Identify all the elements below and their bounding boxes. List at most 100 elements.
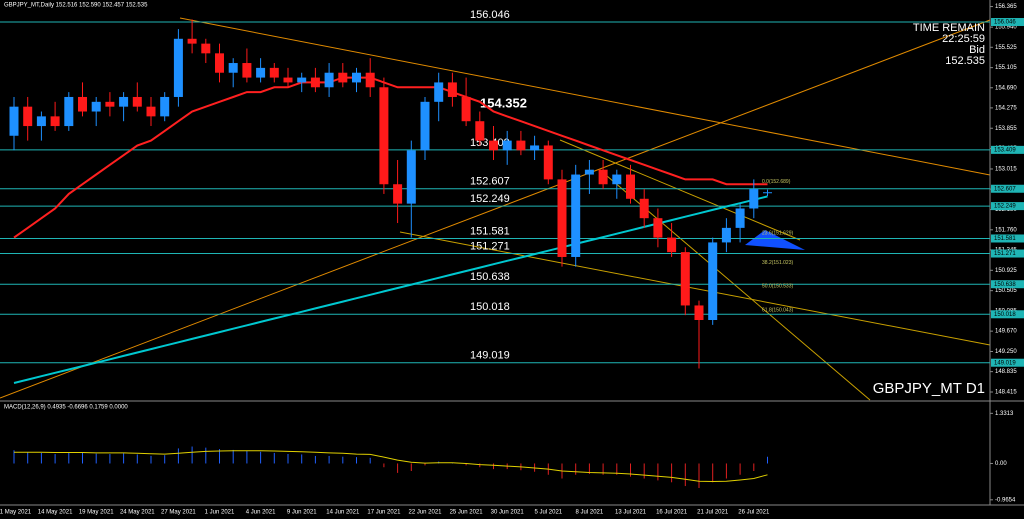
candle-body: [36, 116, 46, 127]
candle-body: [461, 96, 471, 122]
candle-body: [146, 106, 156, 117]
x-tick-label: 26 Jul 2021: [738, 510, 770, 516]
candle-body: [708, 242, 718, 320]
candle-body: [215, 53, 224, 73]
x-tick-label: 21 Jul 2021: [697, 510, 729, 516]
moving-average: [13, 76, 768, 239]
candle-body: [64, 96, 74, 127]
time-remain: 22:25:59: [942, 33, 985, 45]
level-axis-box: [991, 310, 1024, 319]
y-tick-label: 156.365: [995, 4, 1017, 10]
fib-label: 61.8(150.043): [762, 307, 793, 313]
level-label: 151.271: [470, 240, 510, 252]
y-tick-label: 151.760: [995, 227, 1017, 233]
y-tick-label: 150.505: [995, 288, 1017, 294]
x-tick-label: 13 Jul 2021: [615, 510, 647, 516]
y-tick-label: 148.415: [995, 390, 1017, 396]
trend-line: [0, 19, 991, 399]
level-axis-box: [991, 358, 1024, 367]
level-axis-label: 156.046: [994, 20, 1016, 26]
candle-body: [119, 96, 129, 107]
x-tick-label: 9 Jun 2021: [287, 510, 317, 516]
level-axis-label: 149.019: [994, 360, 1016, 366]
candle-body: [201, 43, 211, 54]
y-tick-label: 0.00: [995, 461, 1007, 467]
candle-body: [78, 96, 87, 112]
y-tick-label: 148.835: [995, 369, 1017, 375]
candle-body: [269, 67, 279, 78]
level-axis-box: [991, 249, 1024, 258]
level-axis-label: 153.409: [994, 147, 1016, 153]
candle-body: [406, 150, 416, 204]
y-tick-label: 154.690: [995, 85, 1017, 91]
candle-body: [338, 72, 348, 83]
x-tick-label: 4 Jun 2021: [246, 510, 276, 516]
candle-body: [23, 106, 33, 127]
level-axis-label: 150.018: [994, 312, 1016, 318]
symbol-label: GBPJPY_MT D1: [873, 380, 985, 397]
candle-body: [721, 227, 731, 243]
candle-body: [598, 169, 608, 185]
x-tick-label: 8 Jul 2021: [576, 510, 604, 516]
fib-label: 0.0(152.689): [762, 179, 791, 185]
x-tick-label: 25 Jun 2021: [450, 510, 484, 516]
level-label: 150.018: [470, 301, 510, 313]
candle-body: [667, 237, 677, 253]
level-axis-label: 151.271: [994, 251, 1016, 257]
candle-body: [9, 106, 19, 136]
candle-body: [228, 63, 238, 73]
y-tick-label: 154.275: [995, 105, 1017, 111]
candle-body: [584, 169, 594, 175]
candle-body: [297, 77, 307, 83]
level-axis-label: 150.638: [994, 282, 1016, 288]
level-axis-label: 151.581: [994, 236, 1016, 242]
candle-body: [543, 145, 553, 180]
x-tick-label: 11 May 2021: [0, 510, 32, 516]
y-tick-label: 150.925: [995, 268, 1017, 274]
candle-body: [379, 87, 389, 185]
level-label: 152.249: [470, 193, 510, 205]
y-tick-label: 153.855: [995, 126, 1017, 132]
level-axis-box: [991, 202, 1024, 211]
level-label: 156.046: [470, 9, 510, 21]
level-axis-box: [991, 234, 1024, 243]
level-axis-box: [991, 145, 1024, 154]
x-tick-label: 5 Jul 2021: [534, 510, 562, 516]
fib-label: 38.2(151.023): [762, 260, 793, 266]
candle-body: [447, 82, 457, 97]
x-tick-label: 22 Jun 2021: [408, 510, 442, 516]
y-tick-label: -0.9654: [995, 497, 1016, 503]
x-tick-label: 16 Jul 2021: [656, 510, 688, 516]
candle-body: [749, 189, 759, 209]
level-label: 149.019: [470, 350, 510, 362]
candle-body: [310, 77, 320, 88]
time-remain-label: TIME REMAIN: [913, 22, 985, 34]
candle-body: [680, 252, 690, 306]
candle-body: [160, 96, 170, 117]
level-axis-label: 152.249: [994, 204, 1016, 210]
fib-label: 50.0(150.533): [762, 284, 793, 290]
candle-body: [283, 77, 293, 83]
trend-lines: [0, 17, 991, 401]
y-tick-label: 155.525: [995, 45, 1017, 51]
level-label: 152.607: [470, 176, 510, 188]
candle-body: [173, 38, 183, 97]
bid: 152.535: [945, 55, 985, 67]
fib-label: 23.6(151.629): [762, 230, 793, 236]
y-tick-label: 1.3313: [995, 411, 1014, 417]
candle-body: [653, 218, 663, 238]
trend-line: [399, 231, 991, 346]
candle-body: [502, 140, 512, 151]
candle-body: [256, 67, 266, 78]
candle-body: [105, 101, 115, 107]
candle-body: [489, 140, 498, 151]
candle-body: [516, 140, 526, 151]
macd-header: MACD(12,26,9) 0.4935 -0.6696 0.1759 0.00…: [4, 405, 128, 411]
y-tick-label: 153.015: [995, 167, 1017, 173]
candle-body: [242, 63, 252, 78]
candle-body: [571, 174, 581, 257]
high-label: 154.352: [480, 96, 527, 111]
y-tick-label: 149.250: [995, 349, 1017, 355]
candle-body: [763, 192, 772, 194]
